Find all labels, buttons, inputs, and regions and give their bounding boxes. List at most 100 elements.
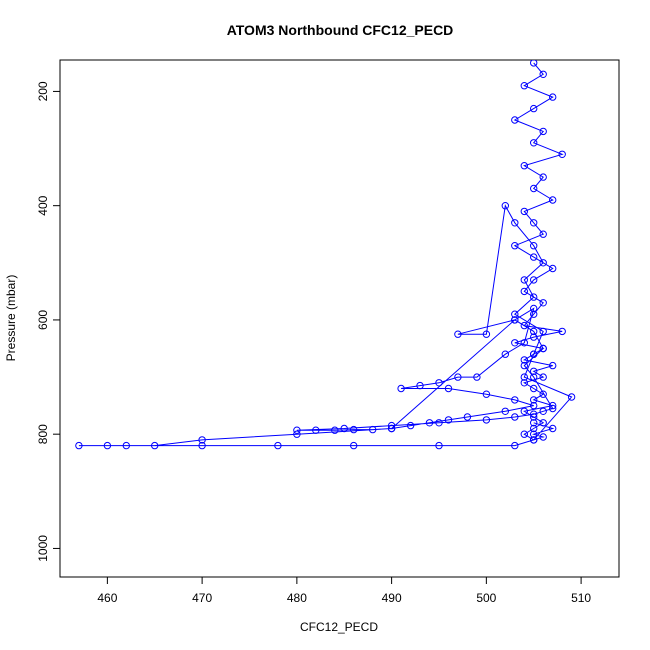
x-axis-label: CFC12_PECD bbox=[300, 620, 378, 634]
y-axis-label: Pressure (mbar) bbox=[4, 275, 18, 362]
data-point bbox=[511, 441, 519, 450]
data-point bbox=[312, 426, 320, 434]
data-point bbox=[397, 384, 405, 393]
data-point bbox=[520, 162, 528, 170]
data-point bbox=[435, 419, 443, 427]
data-point bbox=[520, 361, 528, 370]
data-point bbox=[103, 441, 112, 450]
data-point bbox=[530, 253, 538, 261]
data-point bbox=[539, 407, 547, 415]
chart-title: ATOM3 Northbound CFC12_PECD bbox=[227, 22, 454, 38]
x-tick-label: 480 bbox=[287, 591, 307, 605]
data-point bbox=[530, 333, 538, 341]
data-point bbox=[530, 413, 538, 421]
x-tick-label: 510 bbox=[571, 591, 591, 605]
data-point bbox=[539, 70, 547, 79]
data-point bbox=[75, 441, 83, 450]
data-point bbox=[520, 373, 528, 381]
data-point bbox=[520, 276, 528, 284]
data-point bbox=[549, 401, 557, 410]
data-point bbox=[539, 299, 547, 307]
data-point bbox=[549, 361, 557, 370]
data-point bbox=[530, 436, 538, 444]
data-point bbox=[482, 390, 491, 398]
data-point bbox=[511, 339, 519, 347]
data-point bbox=[463, 413, 472, 421]
data-point bbox=[539, 173, 547, 181]
data-point bbox=[369, 425, 377, 434]
data-point bbox=[549, 93, 557, 101]
data-point bbox=[435, 379, 443, 387]
data-point bbox=[293, 426, 301, 434]
data-point bbox=[520, 407, 528, 415]
data-point bbox=[454, 373, 462, 381]
data-point bbox=[340, 424, 348, 433]
data-point bbox=[539, 230, 547, 238]
data-point bbox=[530, 139, 538, 147]
data-point bbox=[530, 242, 538, 250]
x-tick-label: 500 bbox=[476, 591, 496, 605]
data-point bbox=[530, 419, 538, 427]
data-point bbox=[530, 424, 538, 433]
data-point bbox=[406, 421, 415, 430]
data-point bbox=[539, 259, 547, 267]
data-point bbox=[511, 396, 519, 404]
data-point bbox=[549, 404, 557, 413]
data-point bbox=[530, 396, 538, 404]
data-point bbox=[530, 401, 538, 410]
data-point bbox=[511, 310, 519, 318]
x-axis: 460 470 480 490 500 510 bbox=[97, 577, 591, 605]
data-point bbox=[530, 367, 538, 375]
data-point bbox=[520, 379, 528, 387]
data-point bbox=[482, 416, 491, 424]
data-point bbox=[558, 150, 566, 159]
data-point bbox=[530, 304, 538, 313]
data-point bbox=[558, 327, 566, 336]
data-point bbox=[567, 393, 576, 401]
y-tick-label: 600 bbox=[36, 310, 50, 330]
data-point bbox=[530, 373, 538, 381]
data-point bbox=[501, 202, 509, 210]
data-point bbox=[501, 350, 509, 358]
data-point bbox=[122, 441, 131, 450]
data-point bbox=[530, 104, 538, 113]
data-point bbox=[350, 441, 358, 450]
data-point bbox=[520, 321, 528, 330]
data-point bbox=[530, 384, 538, 393]
y-tick-label: 400 bbox=[36, 195, 50, 215]
data-point bbox=[530, 310, 538, 318]
data-point bbox=[387, 421, 396, 430]
y-axis: 200 400 600 800 1000 bbox=[36, 81, 60, 562]
x-tick-label: 490 bbox=[382, 591, 402, 605]
data-point bbox=[511, 219, 519, 227]
data-point bbox=[511, 413, 519, 421]
data-point bbox=[539, 373, 547, 381]
data-point bbox=[530, 410, 538, 418]
data-point bbox=[416, 381, 424, 390]
data-point bbox=[151, 441, 159, 450]
series-line bbox=[78, 62, 573, 447]
data-point bbox=[530, 327, 538, 336]
data-point bbox=[293, 430, 301, 438]
data-point bbox=[520, 287, 528, 296]
data-point bbox=[539, 390, 547, 398]
plot-frame bbox=[59, 59, 620, 578]
x-tick-label: 470 bbox=[192, 591, 212, 605]
data-point bbox=[530, 430, 538, 438]
data-point bbox=[549, 424, 557, 433]
data-point bbox=[530, 219, 538, 227]
data-point bbox=[520, 430, 528, 438]
data-point bbox=[539, 433, 547, 441]
data-point bbox=[444, 384, 453, 393]
data-point bbox=[482, 330, 491, 338]
data-point bbox=[520, 207, 528, 216]
data-point bbox=[530, 276, 538, 284]
data-point bbox=[511, 116, 519, 124]
data-point bbox=[530, 60, 538, 67]
data-point bbox=[511, 316, 519, 324]
y-tick-label: 800 bbox=[36, 424, 50, 444]
plot-area bbox=[75, 60, 576, 450]
data-point bbox=[473, 373, 481, 381]
y-tick-label: 200 bbox=[36, 81, 50, 101]
data-point bbox=[539, 327, 547, 336]
